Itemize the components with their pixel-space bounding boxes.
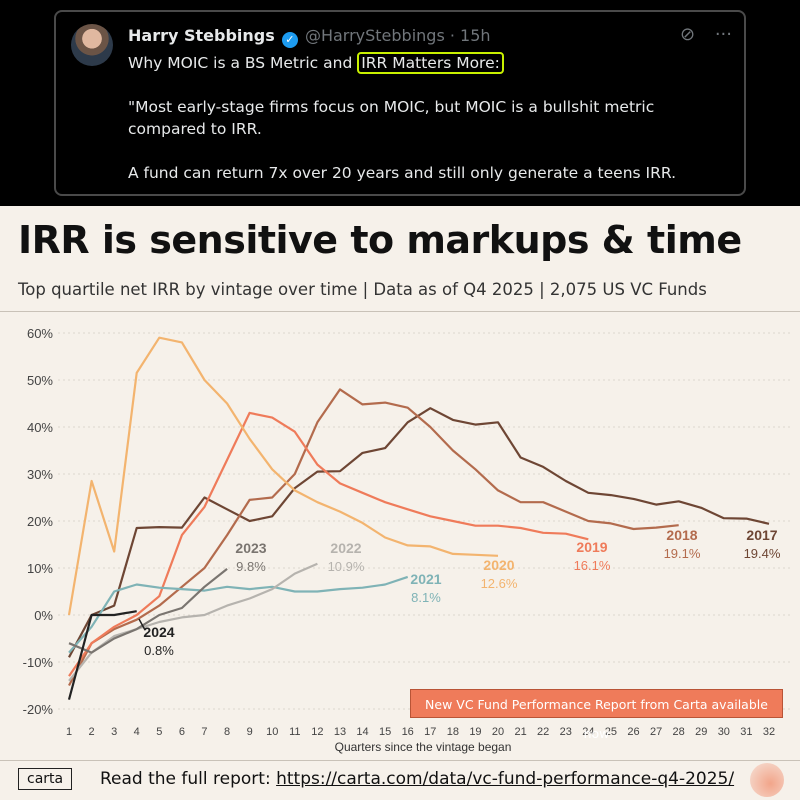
corner-logo bbox=[750, 763, 784, 797]
series-line-2018 bbox=[68, 388, 679, 687]
x-tick-label: 28 bbox=[673, 726, 685, 738]
report-callout[interactable]: New VC Fund Performance Report from Cart… bbox=[410, 689, 783, 741]
x-tick-label: 8 bbox=[224, 726, 230, 738]
x-tick-label: 5 bbox=[156, 726, 162, 738]
series-line-2020 bbox=[67, 336, 499, 616]
y-tick-label: 20% bbox=[27, 514, 53, 529]
series-line-2023 bbox=[68, 568, 228, 654]
x-tick-label: 1 bbox=[66, 726, 72, 738]
x-axis-label: Quarters since the vintage began bbox=[335, 740, 512, 754]
series-line-2017 bbox=[68, 407, 770, 658]
series-name-label: 2022 bbox=[330, 540, 361, 556]
tweet-body: Why MOIC is a BS Metric and IRR Matters … bbox=[128, 52, 728, 206]
x-tick-label: 29 bbox=[695, 726, 707, 738]
grok-icon[interactable]: ⊘ bbox=[680, 24, 696, 45]
x-tick-label: 18 bbox=[447, 726, 459, 738]
x-tick-label: 17 bbox=[424, 726, 436, 738]
verified-badge-icon: ✓ bbox=[281, 32, 298, 48]
avatar[interactable] bbox=[71, 24, 113, 66]
more-icon[interactable]: ··· bbox=[714, 24, 732, 45]
footer-divider bbox=[0, 760, 800, 761]
series-value-label: 9.8% bbox=[236, 559, 266, 574]
x-tick-label: 6 bbox=[179, 726, 185, 738]
x-tick-label: 4 bbox=[134, 726, 140, 738]
x-tick-label: 15 bbox=[379, 726, 391, 738]
series-line-2021 bbox=[68, 575, 409, 654]
divider bbox=[0, 311, 800, 312]
x-tick-label: 19 bbox=[469, 726, 481, 738]
series-name-label: 2023 bbox=[235, 540, 266, 556]
x-tick-label: 3 bbox=[111, 726, 117, 738]
y-tick-label: 60% bbox=[27, 326, 53, 341]
x-tick-label: 7 bbox=[201, 726, 207, 738]
y-tick-label: 50% bbox=[27, 373, 53, 388]
x-tick-label: 16 bbox=[402, 726, 414, 738]
x-tick-label: 12 bbox=[311, 726, 323, 738]
x-tick-label: 23 bbox=[560, 726, 572, 738]
x-tick-label: 14 bbox=[356, 726, 368, 738]
report-link[interactable]: https://carta.com/data/vc-fund-performan… bbox=[276, 769, 735, 789]
y-tick-label: 10% bbox=[27, 561, 53, 576]
tweet-card[interactable]: Harry Stebbings ✓ @HarryStebbings · 15h … bbox=[54, 10, 746, 196]
series-name-label: 2021 bbox=[410, 571, 441, 587]
x-tick-label: 22 bbox=[537, 726, 549, 738]
x-tick-label: 27 bbox=[650, 726, 662, 738]
tweet-header: Harry Stebbings ✓ @HarryStebbings · 15h bbox=[128, 26, 491, 48]
series-line-2022 bbox=[68, 562, 318, 682]
y-tick-label: 40% bbox=[27, 420, 53, 435]
tweet-paragraph-1: "Most early-stage firms focus on MOIC, b… bbox=[128, 98, 655, 138]
chart-subtitle: Top quartile net IRR by vintage over tim… bbox=[18, 280, 707, 299]
handle-time: @HarryStebbings · 15h bbox=[304, 26, 491, 45]
series-line-2019 bbox=[68, 411, 589, 677]
x-tick-label: 21 bbox=[514, 726, 526, 738]
series-name-label: 2017 bbox=[746, 527, 777, 543]
annotation-pointer bbox=[138, 618, 146, 631]
footer-label: Read the full report: bbox=[100, 769, 277, 789]
tweet-headline: Why MOIC is a BS Metric and IRR Matters … bbox=[128, 52, 728, 74]
series-value-label: 16.1% bbox=[574, 558, 611, 573]
x-tick-label: 2 bbox=[89, 726, 95, 738]
x-tick-label: 31 bbox=[740, 726, 752, 738]
y-tick-label: -20% bbox=[23, 702, 54, 717]
x-tick-label: 24 bbox=[582, 726, 594, 738]
highlighted-text: IRR Matters More: bbox=[357, 52, 504, 74]
x-tick-label: 10 bbox=[266, 726, 278, 738]
series-name-label: 2020 bbox=[483, 557, 514, 573]
footer-text: Read the full report: https://carta.com/… bbox=[100, 769, 734, 789]
x-tick-label: 9 bbox=[247, 726, 253, 738]
y-tick-label: 30% bbox=[27, 467, 53, 482]
author-name[interactable]: Harry Stebbings bbox=[128, 26, 275, 45]
x-tick-label: 30 bbox=[718, 726, 730, 738]
series-value-label: 19.4% bbox=[744, 546, 781, 561]
x-tick-label: 20 bbox=[492, 726, 504, 738]
series-value-label: 8.1% bbox=[411, 590, 441, 605]
series-value-label: 12.6% bbox=[481, 576, 518, 591]
chart-title: IRR is sensitive to markups & time bbox=[18, 218, 742, 262]
series-value-label: 19.1% bbox=[664, 546, 701, 561]
series-name-label: 2024 bbox=[143, 624, 174, 640]
tweet-actions: ⊘ ··· bbox=[666, 24, 732, 45]
tweet-paragraph-2: A fund can return 7x over 20 years and s… bbox=[128, 164, 677, 182]
x-tick-label: 13 bbox=[334, 726, 346, 738]
y-tick-label: 0% bbox=[34, 608, 53, 623]
series-value-label: 10.9% bbox=[328, 559, 365, 574]
series-value-label: 0.8% bbox=[144, 643, 174, 658]
series-line-2024 bbox=[67, 610, 137, 700]
series-name-label: 2018 bbox=[666, 527, 697, 543]
y-tick-label: -10% bbox=[23, 655, 54, 670]
tweet-background: Harry Stebbings ✓ @HarryStebbings · 15h … bbox=[0, 0, 800, 206]
x-tick-label: 26 bbox=[627, 726, 639, 738]
x-tick-label: 25 bbox=[605, 726, 617, 738]
carta-logo: carta bbox=[18, 768, 73, 790]
x-tick-label: 32 bbox=[763, 726, 775, 738]
series-name-label: 2019 bbox=[576, 539, 607, 555]
irr-line-chart: 60%50%40%30%20%10%0%-10%-20%1 2 3 4 5 6 7 8 9 10 1… bbox=[23, 326, 790, 754]
x-tick-label: 11 bbox=[289, 726, 300, 738]
